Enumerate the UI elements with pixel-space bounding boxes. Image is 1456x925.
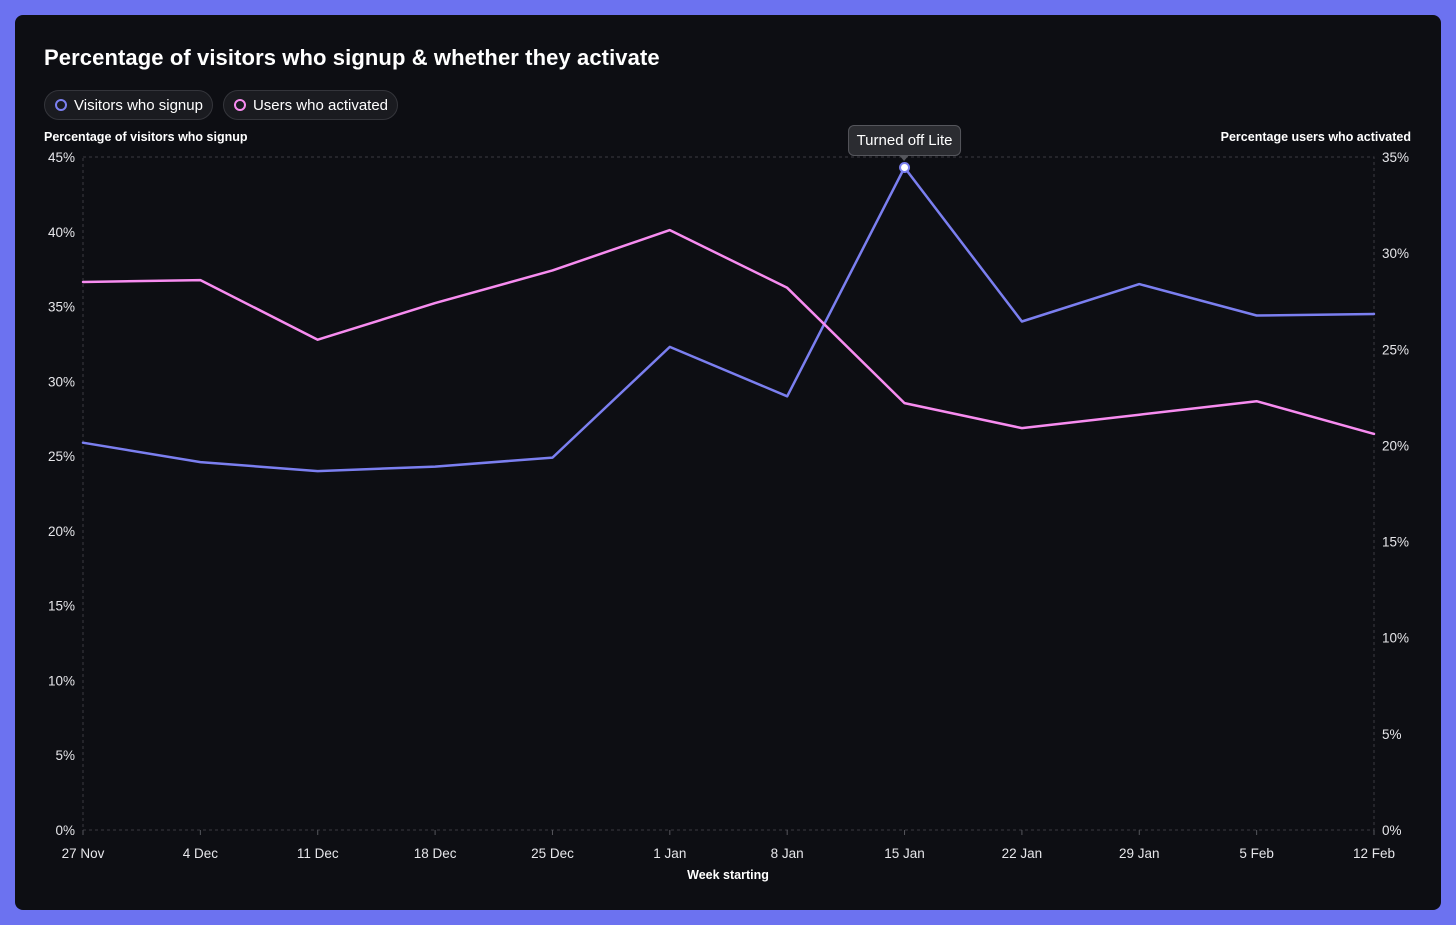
y2-tick-label: 30% [1382, 246, 1409, 261]
x-tick-label: 8 Jan [771, 846, 804, 861]
y2-tick-label: 5% [1382, 727, 1402, 742]
x-tick-label: 5 Feb [1239, 846, 1274, 861]
y2-tick-label: 15% [1382, 535, 1409, 550]
x-tick-label: 11 Dec [297, 846, 339, 861]
plot-frame [82, 156, 1375, 831]
annotation-tooltip: Turned off Lite [847, 125, 962, 162]
y-tick-label: 0% [55, 823, 75, 838]
x-axis-title: Week starting [687, 868, 769, 882]
y2-axis-title: Percentage users who activated [1220, 130, 1411, 144]
x-tick-label: 25 Dec [531, 846, 574, 861]
y-tick-label: 35% [48, 300, 75, 315]
series-line-1 [81, 228, 1376, 436]
y2-tick-label: 0% [1382, 823, 1402, 838]
y-tick-label: 45% [48, 150, 75, 165]
legend-label: Users who activated [252, 96, 389, 114]
x-tick-label: 15 Jan [884, 846, 925, 861]
chart-title: Percentage of visitors who signup & whet… [44, 45, 660, 70]
legend-item-visitors-signup[interactable]: Visitors who signup [44, 90, 213, 120]
x-tick-label: 27 Nov [62, 846, 105, 861]
y-tick-label: 25% [48, 449, 75, 464]
x-tick-label: 4 Dec [183, 846, 219, 861]
x-tick-label: 1 Jan [653, 846, 686, 861]
y2-tick-label: 10% [1382, 631, 1409, 646]
chart-card: Percentage of visitors who signup & whet… [15, 15, 1441, 910]
annotation-point [899, 161, 911, 173]
x-tick-label: 18 Dec [414, 846, 457, 861]
chart-plot: 0% 5% 10% 15% 20% 25% 30% 35% 40% 45% 0% 5% 10% 15% 20… [48, 150, 1409, 861]
y-tick-label: 15% [48, 599, 75, 614]
series-line-0 [81, 166, 1376, 473]
x-tick-label: 12 Feb [1353, 846, 1395, 861]
y2-tick-label: 25% [1382, 342, 1409, 357]
y2-tick-label: 35% [1382, 150, 1409, 165]
y-tick-label: 20% [48, 524, 75, 539]
x-tick-label: 29 Jan [1119, 846, 1160, 861]
y2-tick-label: 20% [1382, 438, 1409, 453]
chart-legend: Visitors who signup Users who activated [44, 90, 399, 120]
legend-item-users-activated[interactable]: Users who activated [222, 90, 399, 120]
y-tick-label: 10% [48, 673, 75, 688]
legend-label: Visitors who signup [74, 96, 203, 114]
legend-circle-icon [55, 99, 67, 111]
y-axis-title: Percentage of visitors who signup [44, 130, 248, 144]
x-tick-label: 22 Jan [1002, 846, 1043, 861]
legend-circle-icon [233, 99, 246, 111]
y-tick-label: 40% [48, 225, 75, 240]
y-tick-label: 30% [48, 374, 75, 389]
y-tick-label: 5% [55, 748, 75, 763]
